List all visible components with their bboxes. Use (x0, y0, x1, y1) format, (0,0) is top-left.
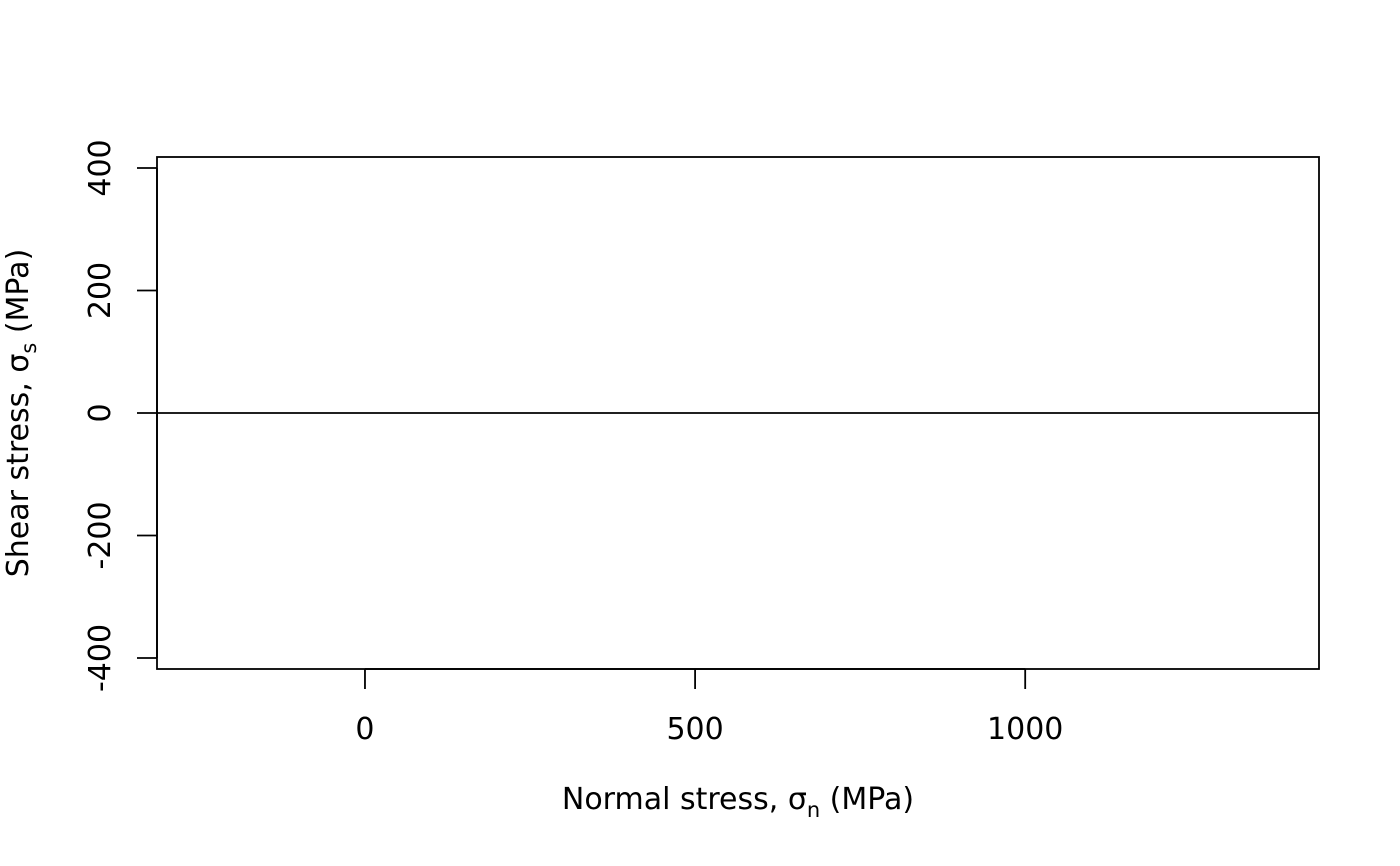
x-axis: 0 500 1000 (355, 668, 1063, 747)
y-tick-label: 400 (83, 139, 118, 196)
y-tick-label: 0 (83, 403, 118, 422)
y-axis-label: Shear stress, σs (MPa) (1, 249, 41, 578)
x-axis-label: Normal stress, σn (MPa) (562, 782, 914, 822)
y-tick-label: -400 (83, 624, 118, 692)
y-tick-label: 200 (83, 262, 118, 319)
x-tick-label: 1000 (987, 712, 1063, 747)
y-axis: -400 -200 0 200 400 (83, 139, 158, 692)
y-tick-label: -200 (83, 501, 118, 569)
x-tick-label: 0 (355, 712, 374, 747)
x-tick-label: 500 (666, 712, 723, 747)
